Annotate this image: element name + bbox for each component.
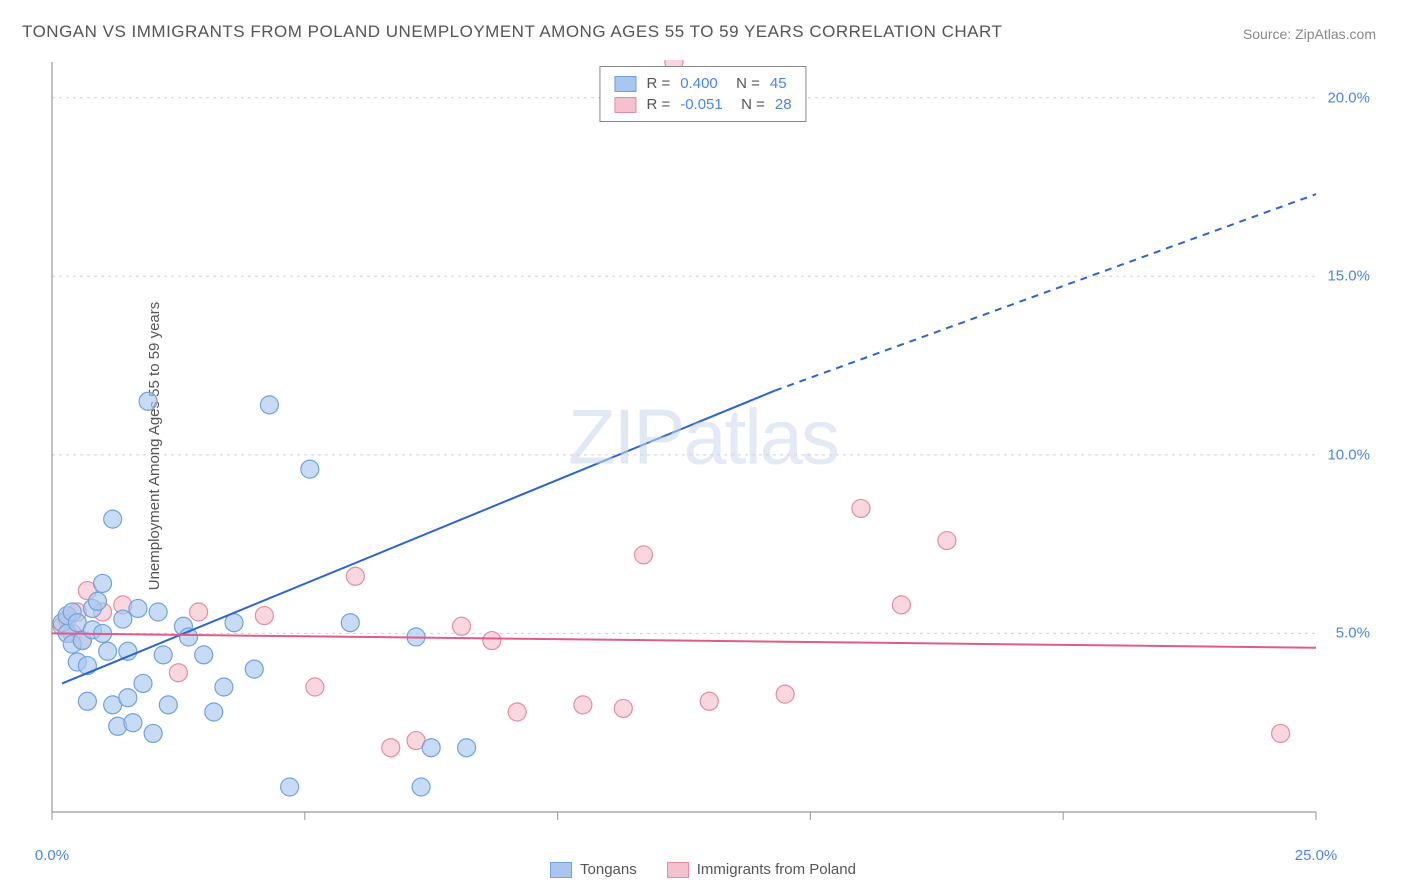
swatch-poland-icon: [667, 862, 689, 878]
n-value-poland: 28: [775, 96, 792, 113]
scatter-plot: [50, 60, 1376, 842]
correlation-legend: R = 0.400 N = 45 R = -0.051 N = 28: [599, 66, 806, 122]
chart-area: 0.0%25.0%5.0%10.0%15.0%20.0%: [50, 60, 1376, 842]
r-label: R =: [646, 75, 670, 92]
y-tick-label: 10.0%: [1327, 446, 1370, 463]
n-label: N =: [728, 75, 760, 92]
y-tick-label: 20.0%: [1327, 89, 1370, 106]
source-label: Source:: [1243, 26, 1291, 42]
legend-label-tongans: Tongans: [580, 861, 637, 878]
source-link[interactable]: ZipAtlas.com: [1295, 26, 1376, 42]
n-label: N =: [733, 96, 765, 113]
legend-label-poland: Immigrants from Poland: [697, 861, 856, 878]
source-attribution: Source: ZipAtlas.com: [1243, 26, 1376, 42]
y-tick-label: 5.0%: [1336, 625, 1370, 642]
x-tick-label: 0.0%: [35, 847, 69, 864]
n-value-tongans: 45: [770, 75, 787, 92]
legend-item-poland: Immigrants from Poland: [667, 861, 856, 878]
chart-title: TONGAN VS IMMIGRANTS FROM POLAND UNEMPLO…: [22, 22, 1002, 42]
swatch-poland: [614, 97, 636, 113]
r-value-poland: -0.051: [680, 96, 723, 113]
r-value-tongans: 0.400: [680, 75, 718, 92]
legend-row-poland: R = -0.051 N = 28: [614, 94, 791, 115]
series-legend: Tongans Immigrants from Poland: [550, 861, 856, 878]
r-label: R =: [646, 96, 670, 113]
y-tick-label: 15.0%: [1327, 268, 1370, 285]
x-tick-label: 25.0%: [1295, 847, 1338, 864]
legend-item-tongans: Tongans: [550, 861, 637, 878]
swatch-tongans: [614, 76, 636, 92]
legend-row-tongans: R = 0.400 N = 45: [614, 73, 791, 94]
swatch-tongans-icon: [550, 862, 572, 878]
